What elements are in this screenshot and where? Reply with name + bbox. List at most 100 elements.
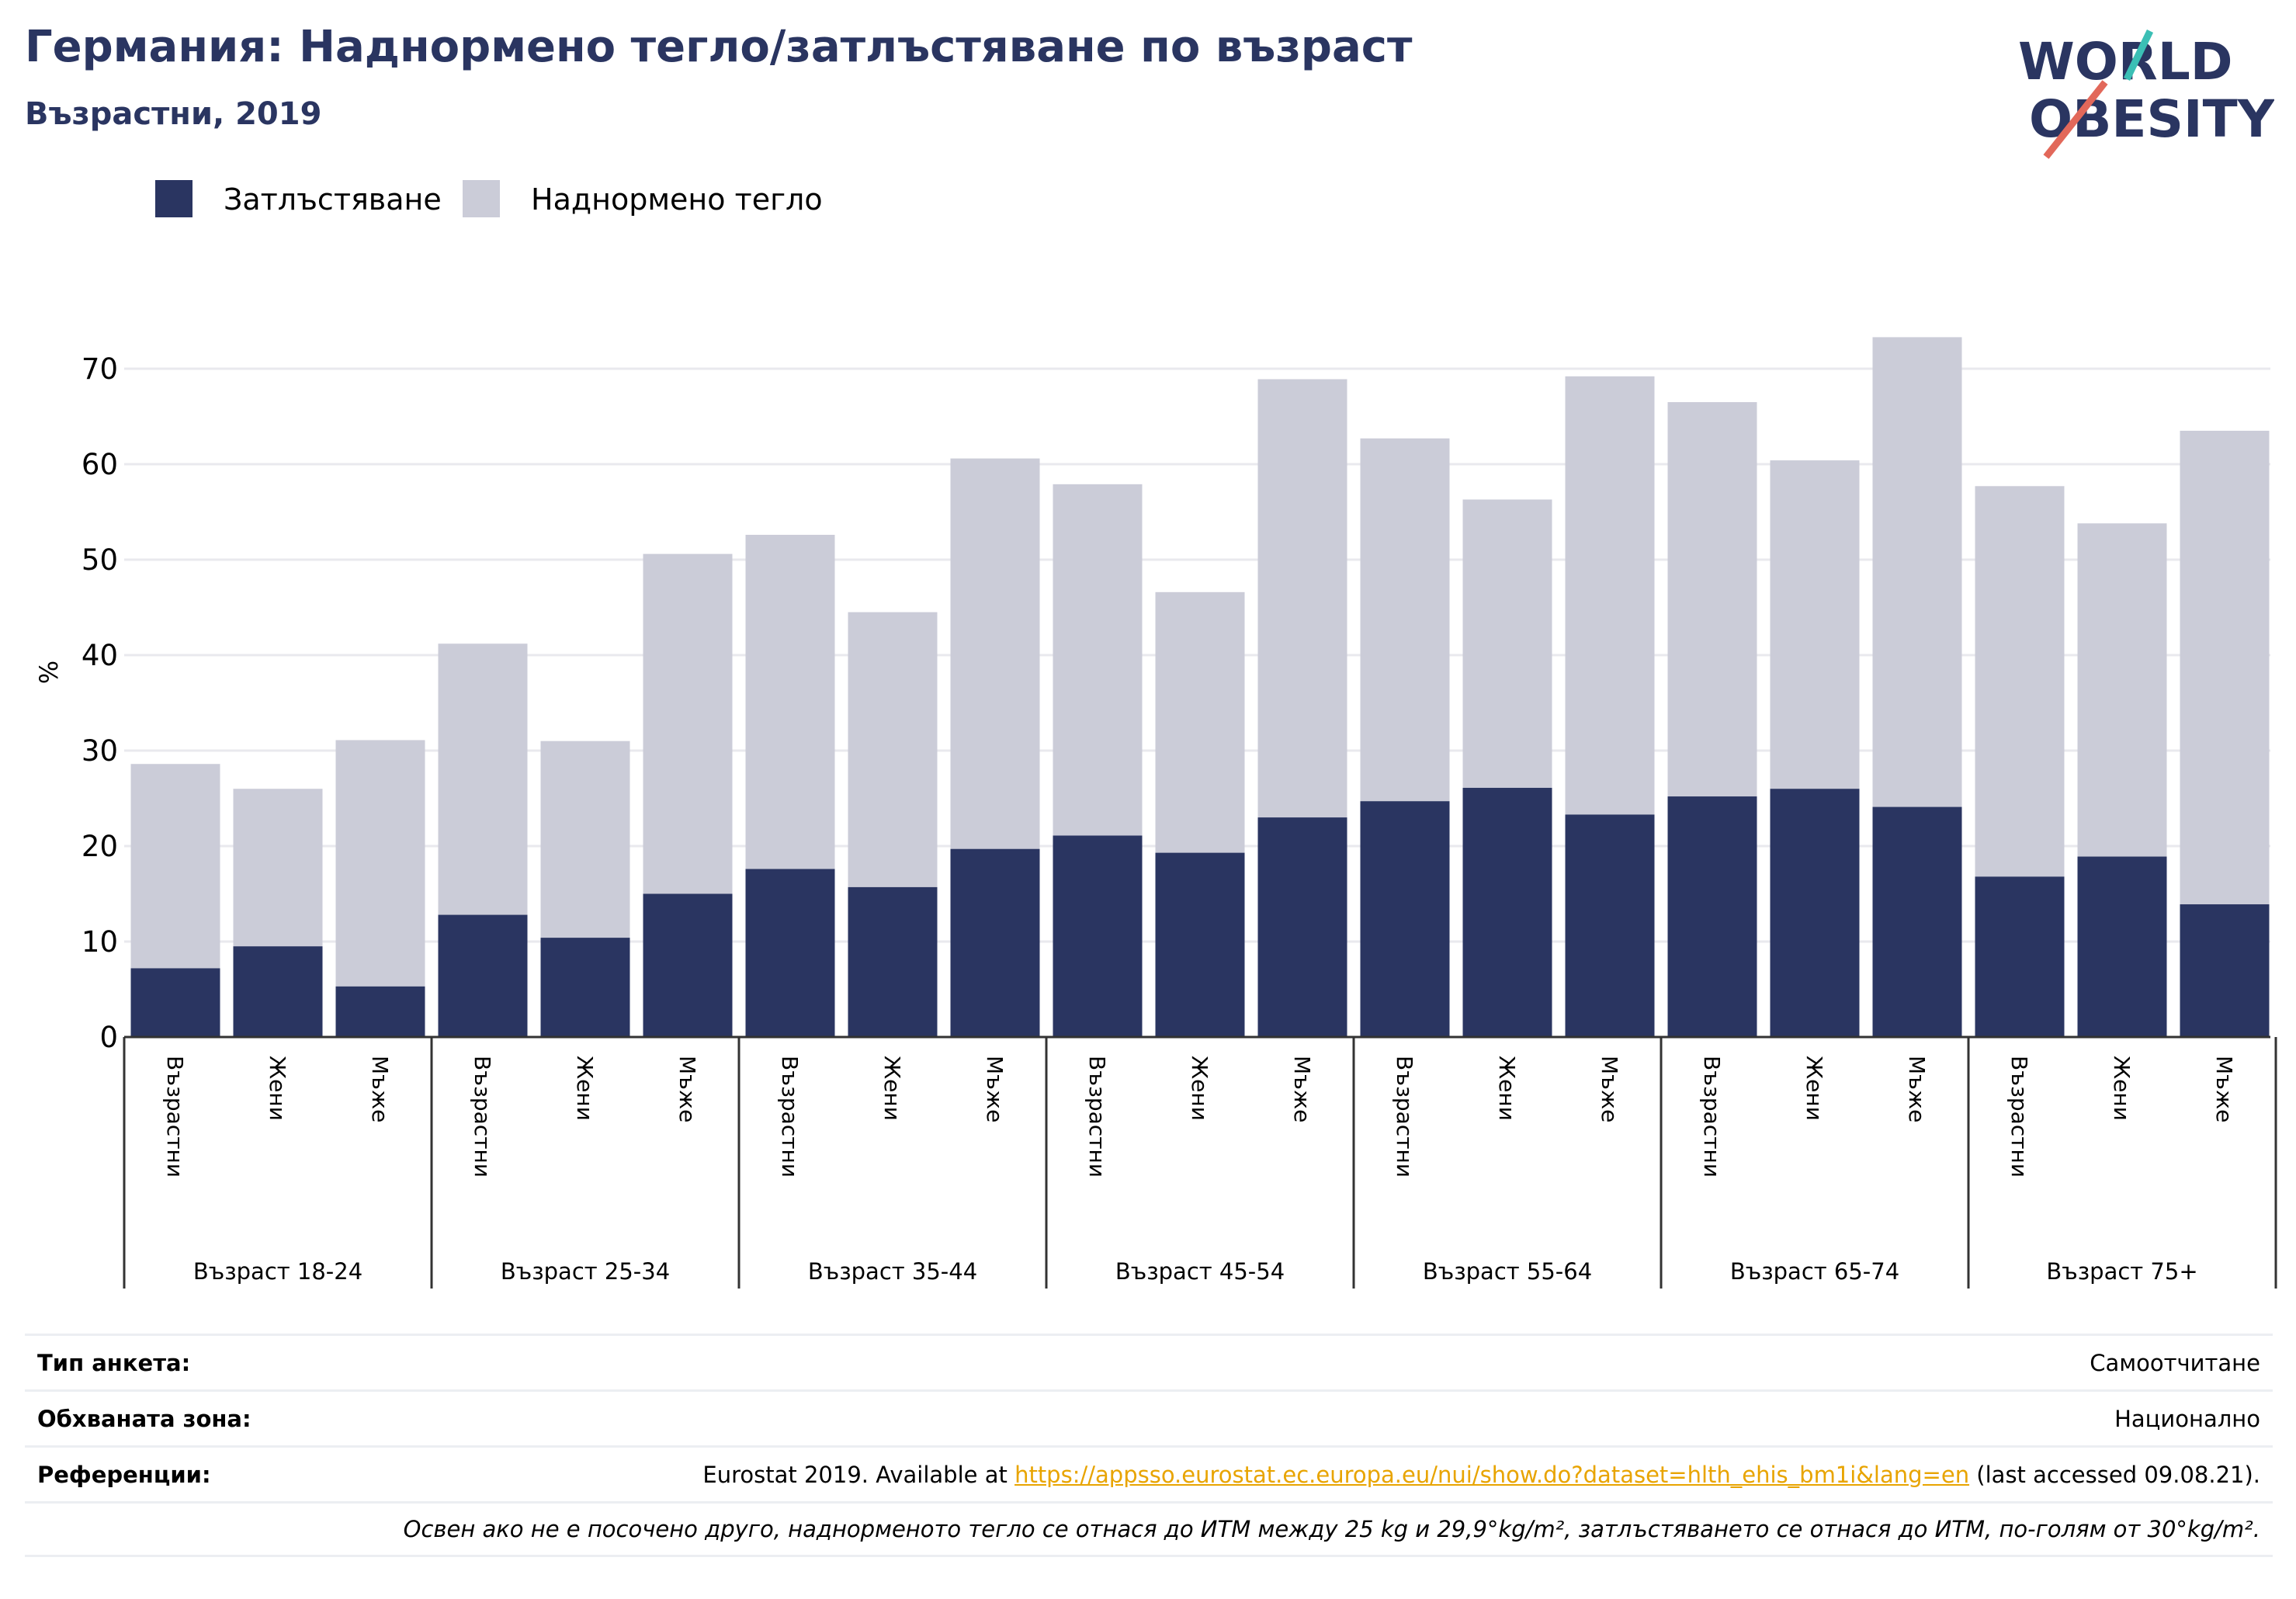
- bar-overweight: [1667, 402, 1757, 797]
- bar-overweight: [1360, 438, 1450, 802]
- y-tick-label: 60: [82, 448, 118, 481]
- bar-obesity: [2180, 904, 2270, 1037]
- chart-subtitle: Възрастни, 2019: [25, 96, 322, 132]
- bar-obesity: [1155, 852, 1245, 1037]
- references-prefix: Eurostat 2019. Available at: [702, 1461, 1015, 1488]
- bar-chart: Затлъстяване Наднормено тегло % 0 10 20 30 4…: [34, 180, 2277, 1289]
- logo-word-2: OBESITY: [2029, 89, 2274, 149]
- bar-obesity: [1360, 801, 1450, 1037]
- logo-word-1: WORLD: [2018, 32, 2233, 92]
- bar-overweight: [1770, 460, 1860, 789]
- bar-overweight: [540, 741, 630, 938]
- bar-overweight: [335, 740, 425, 987]
- bar-obesity: [335, 986, 425, 1037]
- bar-overweight: [1565, 376, 1655, 815]
- y-tick-label: 40: [82, 639, 118, 672]
- chart-title: Германия: Наднормено тегло/затлъстяване …: [25, 22, 1413, 72]
- info-table: Тип анкета: Самоотчитане Обхваната зона:…: [25, 1334, 2273, 1557]
- bmi-note: Освен ако не е посочено друго, наднормен…: [403, 1516, 2260, 1542]
- bar-obesity: [233, 946, 323, 1037]
- legend-swatch-obesity: [155, 180, 192, 217]
- x-sub-label: Възрастни: [162, 1056, 188, 1178]
- coverage-label: Обхваната зона:: [37, 1405, 251, 1432]
- x-sub-label: Мъже: [982, 1056, 1008, 1122]
- bar-overweight: [1872, 337, 1962, 807]
- bar-overweight: [130, 764, 220, 969]
- x-group-label: Възраст 55-64: [1423, 1258, 1592, 1285]
- x-sub-label: Възрастни: [1084, 1056, 1110, 1178]
- bar-overweight: [438, 643, 528, 915]
- bar-overweight: [1975, 486, 2065, 877]
- x-group-label: Възраст 65-74: [1730, 1258, 1899, 1285]
- bar-obesity: [1770, 789, 1860, 1037]
- legend: Затлъстяване Наднормено тегло: [155, 180, 823, 217]
- coverage-value: Национално: [2114, 1405, 2260, 1432]
- survey-type-row: Тип анкета: Самоотчитане: [25, 1334, 2273, 1389]
- x-group-label: Възраст 25-34: [501, 1258, 670, 1285]
- legend-swatch-overweight: [463, 180, 500, 217]
- bar-obesity: [130, 968, 220, 1037]
- bar-obesity: [540, 938, 630, 1037]
- legend-label-obesity: Затлъстяване: [224, 182, 442, 217]
- bar-overweight: [848, 612, 938, 887]
- x-sub-label: Жени: [879, 1056, 905, 1121]
- x-sub-label: Възрастни: [1699, 1056, 1725, 1178]
- x-sub-label: Мъже: [2211, 1056, 2237, 1122]
- bar-obesity: [848, 886, 938, 1037]
- x-sub-label: Възрастни: [2006, 1056, 2032, 1178]
- bar-obesity: [1462, 787, 1552, 1037]
- bar-obesity: [2077, 856, 2167, 1037]
- bar-obesity: [1257, 817, 1347, 1037]
- bar-overweight: [1462, 499, 1552, 788]
- x-sub-label: Възрастни: [777, 1056, 803, 1178]
- bar-overweight: [2180, 430, 2270, 905]
- x-sub-label: Жени: [1187, 1056, 1212, 1121]
- survey-type-value: Самоотчитане: [2090, 1349, 2260, 1376]
- bar-overweight: [1257, 379, 1347, 818]
- y-tick-label: 70: [82, 352, 118, 386]
- x-sub-label: Възрастни: [470, 1056, 495, 1178]
- bar-obesity: [438, 914, 528, 1037]
- y-tick-label: 10: [82, 925, 118, 959]
- x-sub-label: Мъже: [367, 1056, 393, 1122]
- x-sub-label: Жени: [265, 1056, 290, 1121]
- x-sub-label: Мъже: [1289, 1056, 1315, 1122]
- logo-teal-slash: [2123, 29, 2154, 81]
- x-sub-label: Мъже: [1904, 1056, 1930, 1122]
- bar-obesity: [1053, 835, 1143, 1037]
- references-label: Референции:: [37, 1461, 211, 1488]
- world-obesity-logo: WORLD OBESITY: [2018, 29, 2274, 159]
- x-sub-label: Мъже: [675, 1056, 700, 1122]
- x-sub-label: Мъже: [1597, 1056, 1622, 1122]
- references-suffix: (last accessed 09.08.21).: [1969, 1461, 2260, 1488]
- survey-type-label: Тип анкета:: [37, 1349, 191, 1376]
- x-sub-label: Жени: [572, 1056, 598, 1121]
- y-tick-label: 30: [82, 734, 118, 768]
- bar-obesity: [643, 893, 733, 1037]
- x-sub-label: Жени: [1494, 1056, 1520, 1121]
- bar-obesity: [1872, 806, 1962, 1037]
- bar-overweight: [1155, 591, 1245, 853]
- x-sub-label: Възрастни: [1392, 1056, 1417, 1178]
- x-sub-label: Жени: [1802, 1056, 1827, 1121]
- bar-obesity: [745, 869, 835, 1037]
- x-group-label: Възраст 18-24: [193, 1258, 362, 1285]
- coverage-row: Обхваната зона: Национално: [25, 1389, 2273, 1445]
- legend-label-overweight: Наднормено тегло: [531, 182, 823, 217]
- references-link[interactable]: https://appsso.eurostat.ec.europa.eu/nui…: [1014, 1461, 1970, 1488]
- bar-obesity: [1975, 876, 2065, 1037]
- bar-overweight: [1053, 484, 1143, 836]
- bar-overweight: [2077, 523, 2167, 857]
- y-tick-label: 20: [82, 830, 118, 863]
- y-tick-label: 0: [99, 1021, 118, 1054]
- bar-overweight: [950, 458, 1040, 849]
- bar-overweight: [233, 789, 323, 947]
- bar-obesity: [1565, 814, 1655, 1037]
- x-group-label: Възраст 45-54: [1115, 1258, 1285, 1285]
- bar-overweight: [745, 535, 835, 869]
- bars: [130, 337, 2270, 1037]
- bar-obesity: [1667, 796, 1757, 1037]
- note-row: Освен ако не е посочено друго, наднормен…: [25, 1501, 2273, 1557]
- logo-coral-slash: [2043, 80, 2108, 159]
- x-axis: Възрастни Жени Мъже Възраст 18-24 Възрастни Ж…: [123, 1035, 2277, 1289]
